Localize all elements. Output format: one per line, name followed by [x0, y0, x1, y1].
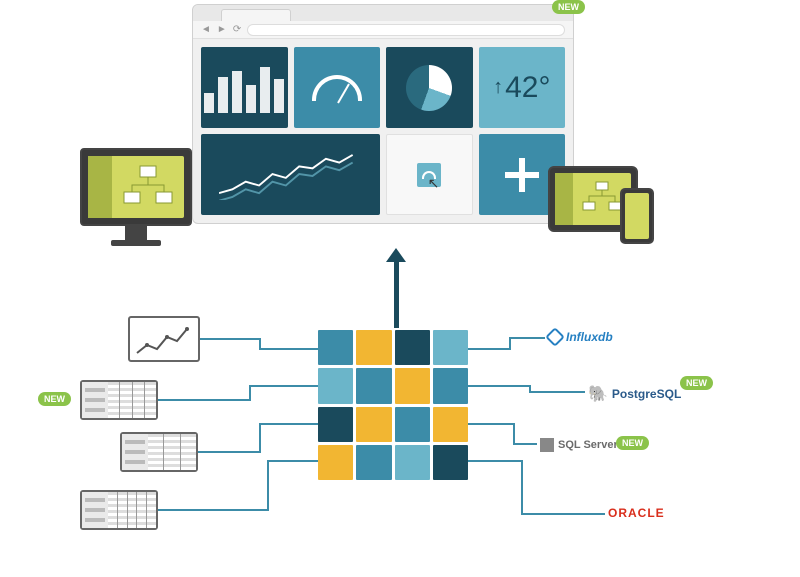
flow-arrow-up — [386, 248, 406, 326]
cursor-icon: ↖ — [428, 175, 440, 192]
nav-forward-icon[interactable]: ► — [217, 24, 227, 35]
tile-bar-chart[interactable] — [201, 47, 288, 128]
influxdb-icon — [545, 327, 565, 347]
bar-chart-icon — [204, 63, 284, 113]
plus-icon — [505, 158, 539, 192]
tile-metric[interactable]: ↑ 42 ° — [479, 47, 566, 128]
sqlserver-icon — [540, 438, 554, 452]
db-influxdb: Influxdb — [548, 330, 613, 344]
mini-line-chart-icon — [135, 323, 195, 357]
influxdb-label: Influxdb — [566, 330, 613, 344]
phone-device — [620, 188, 654, 244]
dashboard-grid: ↑ 42 ° ↖ — [193, 39, 573, 223]
nav-reload-icon[interactable]: ⟳ — [233, 24, 241, 35]
tile-gauge-card[interactable]: ↖ — [386, 134, 473, 215]
line-chart-icon — [219, 150, 362, 200]
browser-addressbar: ◄ ► ⟳ — [193, 21, 573, 39]
tile-line-chart[interactable] — [201, 134, 380, 215]
arrow-up-icon: ↑ — [493, 76, 503, 99]
sqlserver-label: SQL Server — [558, 439, 618, 451]
new-badge: NEW — [552, 0, 585, 14]
pie-chart-icon — [406, 65, 452, 111]
tree-diagram-icon — [118, 162, 178, 212]
new-badge: NEW — [680, 376, 713, 390]
db-sqlserver: SQL Server — [540, 438, 618, 452]
db-postgresql: 🐘 PostgreSQL — [588, 384, 681, 404]
db-oracle: ORACLE — [608, 506, 665, 520]
gauge-icon — [312, 75, 362, 101]
source-chart-panel — [128, 316, 200, 362]
source-rack-3 — [80, 490, 158, 530]
tile-gauge[interactable] — [294, 47, 381, 128]
browser-window: ◄ ► ⟳ ↑ 42 ° ↖ — [192, 4, 574, 224]
new-badge: NEW — [38, 392, 71, 406]
metric-number: 42 — [505, 71, 538, 105]
source-rack-2 — [120, 432, 198, 472]
postgresql-label: PostgreSQL — [612, 387, 681, 401]
source-rack-1 — [80, 380, 158, 420]
oracle-label: ORACLE — [608, 506, 665, 520]
metric-value: ↑ 42 ° — [493, 71, 550, 105]
tile-pie[interactable] — [386, 47, 473, 128]
browser-tab[interactable] — [221, 9, 291, 21]
address-input[interactable] — [247, 24, 565, 36]
desktop-monitor — [80, 148, 192, 246]
nav-back-icon[interactable]: ◄ — [201, 24, 211, 35]
monitor-screen — [80, 148, 192, 226]
browser-titlebar — [193, 5, 573, 21]
new-badge: NEW — [616, 436, 649, 450]
metric-unit: ° — [538, 71, 550, 105]
tree-diagram-icon — [579, 179, 625, 219]
data-hub-grid — [318, 330, 468, 480]
postgresql-icon: 🐘 — [588, 384, 608, 404]
